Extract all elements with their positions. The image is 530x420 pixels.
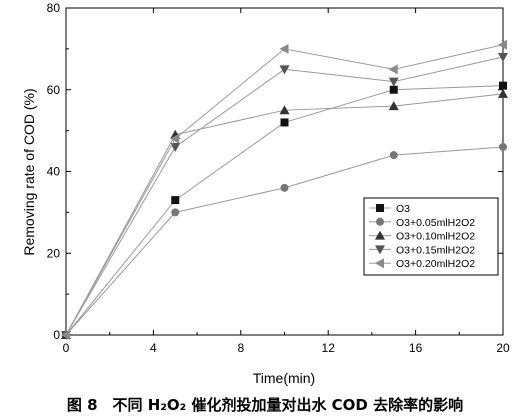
legend-marker — [376, 204, 384, 212]
x-tick-label: 0 — [63, 341, 70, 355]
data-point — [389, 151, 398, 160]
y-tick-label: 40 — [47, 165, 61, 179]
data-point — [389, 85, 398, 94]
data-point — [61, 330, 70, 340]
x-tick-label: 4 — [150, 341, 157, 355]
figure-caption: 图 8 不同 H₂O₂ 催化剂投加量对出水 COD 去除率的影响 — [66, 396, 464, 414]
data-point — [388, 101, 399, 111]
data-point — [388, 77, 399, 87]
series-4 — [61, 53, 508, 340]
x-axis-title: Time(min) — [253, 370, 315, 386]
series-layer — [61, 39, 508, 340]
series-5 — [61, 39, 507, 340]
data-point — [279, 65, 290, 75]
chart: 0 4 8 12 16 20 0 20 40 60 80 O3 O3+0.05mlH2O2 O3+0.1… — [21, 1, 510, 386]
data-point — [499, 142, 507, 151]
legend-box — [363, 197, 499, 276]
data-point — [498, 53, 508, 63]
data-point — [170, 133, 180, 144]
data-point — [171, 208, 180, 217]
x-tick-label: 20 — [496, 341, 510, 355]
plot-frame — [65, 7, 504, 336]
series-line — [65, 56, 504, 336]
x-tick-label: 16 — [409, 341, 423, 355]
data-point — [498, 39, 507, 50]
x-tick-label: 8 — [237, 341, 244, 355]
legend-marker — [375, 258, 384, 269]
legend-label: O3+0.20mlH2O2 — [396, 258, 475, 270]
data-point — [279, 105, 290, 115]
legend-marker — [376, 217, 384, 226]
y-tick-label: 80 — [47, 1, 61, 15]
y-tick-label: 20 — [47, 246, 61, 260]
legend-label: O3+0.15mlH2O2 — [396, 244, 475, 256]
data-point — [279, 43, 289, 54]
data-point — [499, 81, 507, 90]
data-point — [388, 64, 398, 75]
legend-marker — [375, 245, 385, 255]
data-point — [171, 196, 180, 205]
data-point — [280, 118, 289, 127]
x-tick-label: 12 — [322, 341, 336, 355]
axes: 0 4 8 12 16 20 0 20 40 60 80 — [47, 1, 510, 355]
y-tick-label: 0 — [53, 328, 60, 342]
y-tick-label: 60 — [47, 83, 61, 97]
data-point — [170, 142, 181, 152]
legend: O3 O3+0.05mlH2O2 O3+0.10mlH2O2O3+0.15mlH2O… — [363, 197, 499, 276]
y-axis-title: Removing rate of COD (%) — [21, 88, 37, 255]
legend-marker — [375, 230, 385, 240]
legend-label: O3+0.10mlH2O2 — [396, 231, 475, 243]
data-point — [498, 88, 508, 98]
legend-label: O3 — [396, 203, 410, 215]
legend-label: O3+0.05mlH2O2 — [396, 217, 475, 229]
data-point — [280, 183, 289, 192]
